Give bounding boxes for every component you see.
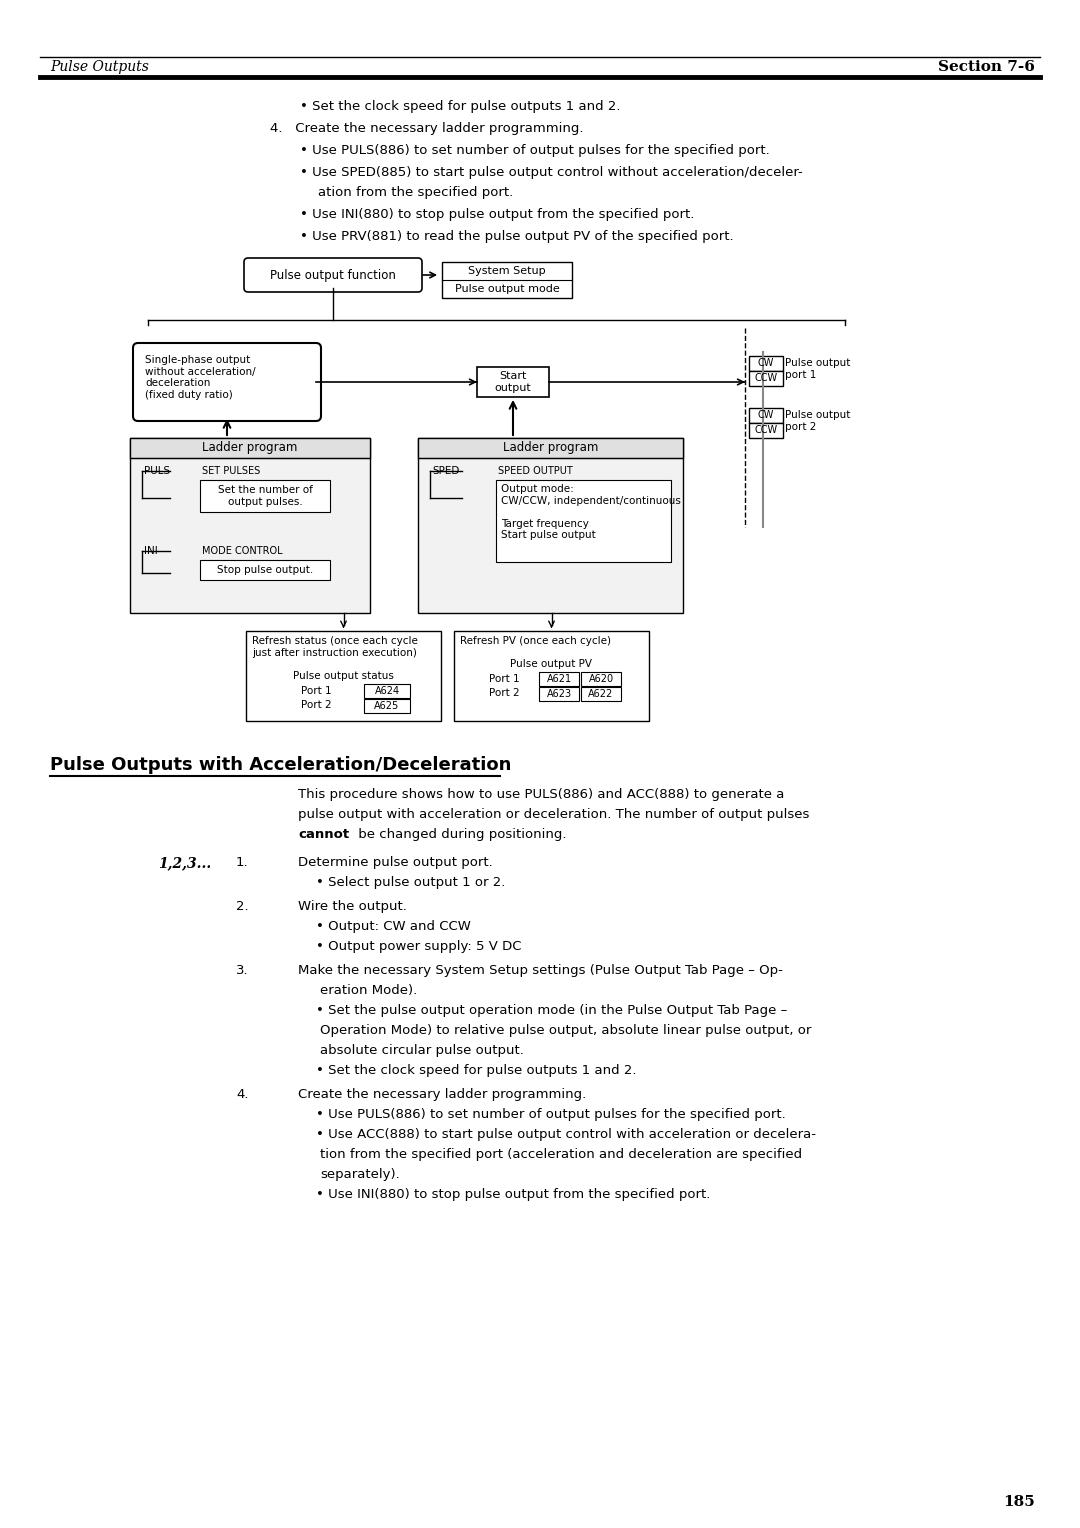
Text: Pulse output mode: Pulse output mode (455, 284, 559, 293)
Bar (130, 439, 370, 458)
Bar (539, 688, 579, 701)
Bar (581, 688, 621, 701)
Text: be changed during positioning.: be changed during positioning. (354, 828, 567, 840)
Text: A625: A625 (375, 701, 400, 711)
Bar (364, 698, 410, 714)
Text: CW: CW (758, 411, 774, 420)
Text: 4.   Create the necessary ladder programming.: 4. Create the necessary ladder programmi… (270, 122, 583, 134)
Text: Ladder program: Ladder program (202, 442, 298, 454)
Text: System Setup: System Setup (469, 266, 545, 277)
Text: MODE CONTROL: MODE CONTROL (202, 545, 283, 556)
Text: Port 1: Port 1 (489, 674, 519, 685)
Text: Single-phase output
without acceleration/
deceleration
(fixed duty ratio): Single-phase output without acceleration… (145, 354, 256, 400)
Text: PULS: PULS (144, 466, 171, 477)
Text: Port 2: Port 2 (489, 688, 519, 698)
Bar (200, 559, 330, 581)
Text: • Use SPED(885) to start pulse output control without acceleration/deceler-: • Use SPED(885) to start pulse output co… (300, 167, 802, 179)
Text: CCW: CCW (755, 373, 778, 384)
Text: This procedure shows how to use PULS(886) and ACC(888) to generate a: This procedure shows how to use PULS(886… (298, 788, 784, 801)
Text: Wire the output.: Wire the output. (298, 900, 407, 914)
Text: • Use PULS(886) to set number of output pulses for the specified port.: • Use PULS(886) to set number of output … (316, 1108, 786, 1122)
Text: • Set the clock speed for pulse outputs 1 and 2.: • Set the clock speed for pulse outputs … (316, 1063, 636, 1077)
Text: A622: A622 (589, 689, 613, 698)
Text: Operation Mode) to relative pulse output, absolute linear pulse output, or: Operation Mode) to relative pulse output… (320, 1024, 811, 1038)
Bar (581, 672, 621, 686)
Text: Pulse Outputs with Acceleration/Deceleration: Pulse Outputs with Acceleration/Decelera… (50, 756, 511, 775)
Bar (130, 439, 370, 613)
Bar (200, 480, 330, 512)
Text: Make the necessary System Setup settings (Pulse Output Tab Page – Op-: Make the necessary System Setup settings… (298, 964, 783, 976)
Text: • Set the clock speed for pulse outputs 1 and 2.: • Set the clock speed for pulse outputs … (300, 99, 621, 113)
Text: • Set the pulse output operation mode (in the Pulse Output Tab Page –: • Set the pulse output operation mode (i… (316, 1004, 787, 1018)
Text: Pulse output: Pulse output (785, 410, 850, 420)
Text: Port 1: Port 1 (301, 686, 332, 695)
Bar (750, 423, 783, 439)
Bar (454, 631, 649, 721)
Text: SPED: SPED (432, 466, 459, 477)
Text: Start
output: Start output (495, 371, 531, 393)
Text: absolute circular pulse output.: absolute circular pulse output. (320, 1044, 524, 1057)
Bar (364, 685, 410, 698)
Text: A624: A624 (375, 686, 400, 695)
Text: eration Mode).: eration Mode). (320, 984, 417, 996)
Text: • Use INI(880) to stop pulse output from the specified port.: • Use INI(880) to stop pulse output from… (316, 1187, 711, 1201)
Text: Pulse output function: Pulse output function (270, 269, 396, 281)
Text: cannot: cannot (298, 828, 349, 840)
Bar (418, 439, 683, 458)
Text: • Select pulse output 1 or 2.: • Select pulse output 1 or 2. (316, 876, 505, 889)
Text: Output mode:
CW/CCW, independent/continuous

Target frequency
Start pulse output: Output mode: CW/CCW, independent/continu… (501, 484, 680, 541)
Text: port 2: port 2 (785, 422, 816, 432)
Text: separately).: separately). (320, 1167, 400, 1181)
Text: pulse output with acceleration or deceleration. The number of output pulses: pulse output with acceleration or decele… (298, 808, 809, 821)
Text: • Use PULS(886) to set number of output pulses for the specified port.: • Use PULS(886) to set number of output … (300, 144, 770, 157)
Text: Refresh PV (once each cycle): Refresh PV (once each cycle) (460, 636, 611, 646)
Text: • Use ACC(888) to start pulse output control with acceleration or decelera-: • Use ACC(888) to start pulse output con… (316, 1128, 816, 1141)
Text: Pulse output: Pulse output (785, 358, 850, 368)
Text: Create the necessary ladder programming.: Create the necessary ladder programming. (298, 1088, 586, 1102)
Bar (750, 371, 783, 387)
Bar (539, 672, 579, 686)
Text: • Use PRV(881) to read the pulse output PV of the specified port.: • Use PRV(881) to read the pulse output … (300, 231, 733, 243)
Text: tion from the specified port (acceleration and deceleration are specified: tion from the specified port (accelerati… (320, 1148, 802, 1161)
FancyBboxPatch shape (244, 258, 422, 292)
Text: 185: 185 (1003, 1494, 1035, 1510)
Text: INI: INI (144, 545, 158, 556)
Text: Pulse output PV: Pulse output PV (511, 659, 593, 669)
Text: SET PULSES: SET PULSES (202, 466, 260, 477)
FancyBboxPatch shape (133, 342, 321, 422)
Text: A621: A621 (546, 674, 571, 685)
Text: Set the number of
output pulses.: Set the number of output pulses. (217, 486, 312, 507)
Text: • Use INI(880) to stop pulse output from the specified port.: • Use INI(880) to stop pulse output from… (300, 208, 694, 222)
Text: Stop pulse output.: Stop pulse output. (217, 565, 313, 575)
Text: 3.: 3. (237, 964, 248, 976)
Text: A623: A623 (546, 689, 571, 698)
Text: A620: A620 (589, 674, 613, 685)
Text: port 1: port 1 (785, 370, 816, 380)
Text: Port 2: Port 2 (301, 700, 332, 711)
Bar (246, 631, 441, 721)
Bar (496, 480, 671, 562)
Text: • Output power supply: 5 V DC: • Output power supply: 5 V DC (316, 940, 522, 953)
Text: 4.: 4. (237, 1088, 248, 1102)
Text: SPEED OUTPUT: SPEED OUTPUT (498, 466, 572, 477)
Text: Pulse Outputs: Pulse Outputs (50, 60, 149, 73)
Bar (750, 408, 783, 423)
Text: ation from the specified port.: ation from the specified port. (318, 186, 513, 199)
Bar (442, 261, 572, 298)
Text: CW: CW (758, 359, 774, 368)
Text: Refresh status (once each cycle
just after instruction execution): Refresh status (once each cycle just aft… (252, 636, 418, 657)
Text: Determine pulse output port.: Determine pulse output port. (298, 856, 492, 869)
Bar (477, 367, 549, 397)
Text: 1.: 1. (237, 856, 248, 869)
Bar (750, 356, 783, 371)
Text: Section 7-6: Section 7-6 (939, 60, 1035, 73)
Text: Ladder program: Ladder program (503, 442, 598, 454)
Text: • Output: CW and CCW: • Output: CW and CCW (316, 920, 471, 934)
Text: Pulse output status: Pulse output status (293, 671, 394, 681)
Bar (418, 439, 683, 613)
Text: CCW: CCW (755, 425, 778, 435)
Text: 1,2,3...: 1,2,3... (158, 856, 212, 869)
Text: 2.: 2. (237, 900, 248, 914)
